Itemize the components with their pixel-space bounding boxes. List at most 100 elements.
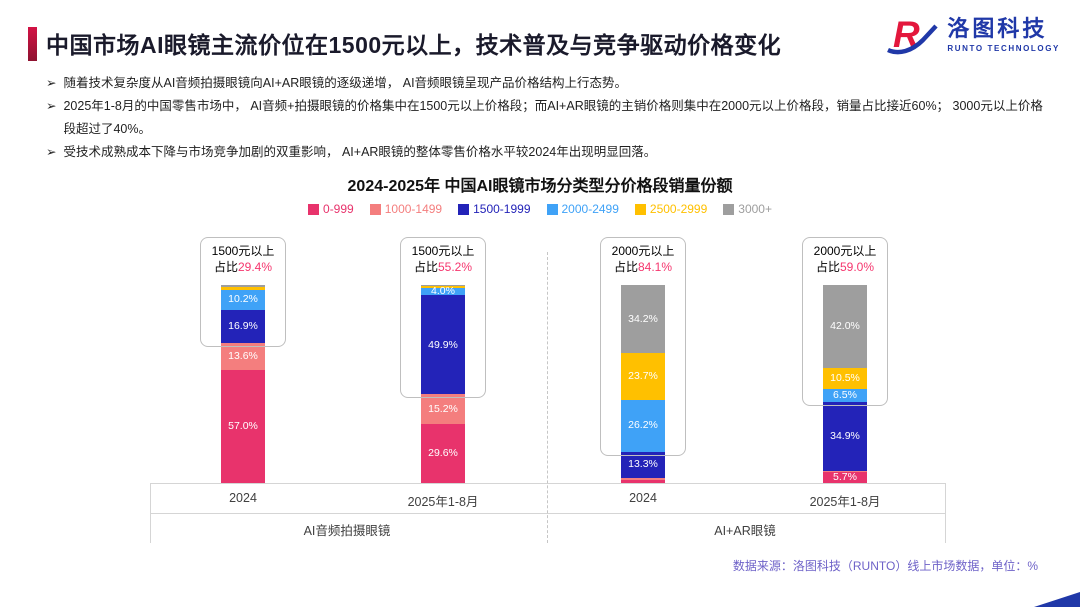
callout-range-label: 1500元以上	[411, 244, 475, 258]
legend-label: 1500-1999	[473, 202, 531, 216]
axis-tick-right	[945, 483, 946, 543]
callout-box: 2000元以上 占比59.0%	[802, 237, 888, 406]
bullet-arrow-icon: ➢	[46, 144, 57, 159]
segment-value-label: 57.0%	[228, 420, 258, 433]
callout-value: 55.2%	[437, 260, 473, 275]
bullet-text: 随着技术复杂度从AI音频拍摄眼镜向AI+AR眼镜的逐级递增， AI音频眼镜呈现产…	[63, 76, 628, 90]
bar-segment-0-999: 29.6%	[421, 424, 465, 483]
axis-tick-left	[150, 483, 151, 543]
chart-legend: 0-999 1000-1499 1500-1999 2000-2499 2500-299…	[0, 202, 1080, 216]
bar-segment-1000-1499: 13.6%	[221, 343, 265, 371]
callout-prefix: 占比	[613, 260, 638, 275]
segment-value-label: 13.6%	[228, 350, 258, 363]
bullet-arrow-icon: ➢	[46, 99, 57, 114]
legend-swatch	[369, 203, 381, 215]
legend-swatch	[458, 203, 470, 215]
legend-item: 2000-2499	[546, 202, 619, 216]
category-label: 2025年1-8月	[809, 495, 881, 509]
chart-plot: 10.2% 16.9% 13.6% 57.0% 1500元以上 占比29.4% 2024 4.…	[0, 230, 1080, 560]
group-label: AI+AR眼镜	[714, 524, 776, 538]
bar-segment-1000-1499: 15.2%	[421, 394, 465, 425]
segment-value-label: 23.7%	[628, 369, 658, 382]
stacked-bar-2025年1-8月: 42.0% 10.5% 6.5% 34.9% 5.7%	[823, 285, 867, 483]
bar-segment-2500-2999: 23.7%	[621, 352, 665, 400]
runto-logo: R 洛图科技 RUNTO TECHNOLOGY	[885, 14, 1060, 56]
callout-box: 1500元以上 占比29.4%	[200, 237, 286, 348]
data-source: 数据来源：洛图科技（RUNTO）线上市场数据，单位：%	[732, 559, 1038, 573]
bar-segment-1500-1999: 16.9%	[221, 309, 265, 344]
callout-range-label: 2000元以上	[611, 244, 675, 258]
logo-company-name: 洛图科技	[947, 16, 1048, 42]
bar-segment-1000-1499	[621, 477, 665, 480]
bullet-item: ➢ 2025年1-8月的中国零售市场中， AI音频+拍摄眼镜的价格集中在1500…	[46, 95, 1048, 140]
runto-logo-icon: R	[887, 14, 939, 55]
callout-value: 29.4%	[237, 260, 273, 275]
callout-range-label: 2000元以上	[813, 244, 877, 258]
stacked-bar-2025年1-8月: 4.0% 49.9% 15.2% 29.6%	[421, 285, 465, 483]
segment-value-label: 15.2%	[428, 403, 458, 416]
bar-segment-2000-2499: 26.2%	[621, 399, 665, 452]
bar-segment-0-999: 5.7%	[823, 471, 867, 484]
callout-share-label: 占比55.2%	[401, 259, 485, 275]
stacked-bar-2024: 10.2% 16.9% 13.6% 57.0%	[221, 285, 265, 483]
callout-box: 2000元以上 占比84.1%	[600, 237, 686, 456]
segment-value-label: 16.9%	[228, 320, 258, 333]
legend-label: 2500-2999	[649, 202, 708, 216]
bar-segment-1500-1999: 13.3%	[621, 451, 665, 478]
legend-swatch	[723, 203, 735, 215]
callout-prefix: 占比	[413, 260, 438, 275]
bar-segment-2000-2499: 6.5%	[823, 388, 867, 402]
bar-segment-2000-2499: 10.2%	[221, 289, 265, 310]
legend-item: 1500-1999	[458, 202, 531, 216]
legend-label: 1000-1499	[384, 202, 443, 216]
bullet-list: ➢ 随着技术复杂度从AI音频拍摄眼镜向AI+AR眼镜的逐级递增， AI音频眼镜呈…	[46, 72, 1048, 164]
segment-value-label: 13.3%	[628, 458, 658, 471]
legend-item: 0-999	[308, 202, 354, 216]
bar-segment-0-999: 57.0%	[221, 370, 265, 483]
segment-value-label: 49.9%	[428, 338, 458, 351]
legend-swatch	[546, 203, 558, 215]
callout-range-label: 1500元以上	[211, 244, 275, 258]
legend-item: 3000+	[723, 202, 772, 216]
bar-segment-1000-1499	[823, 470, 867, 472]
legend-swatch	[634, 203, 646, 215]
callout-prefix: 占比	[213, 260, 238, 275]
segment-value-label: 5.7%	[833, 471, 857, 484]
legend-label: 0-999	[323, 202, 354, 216]
legend-swatch	[308, 203, 320, 215]
legend-label: 3000+	[738, 202, 772, 216]
callout-prefix: 占比	[815, 260, 840, 275]
callout-share-label: 占比29.4%	[201, 259, 285, 275]
bullet-item: ➢ 受技术成熟成本下降与市场竞争加剧的双重影响， AI+AR眼镜的整体零售价格水…	[46, 141, 1048, 163]
legend-item: 1000-1499	[369, 202, 443, 216]
group-divider-line	[547, 252, 548, 543]
category-label: 2025年1-8月	[407, 495, 479, 509]
bar-segment-2500-2999	[221, 287, 265, 290]
chart-title: 2024-2025年 中国AI眼镜市场分类型分价格段销量份额	[347, 178, 733, 195]
bar-segment-2000-2499: 4.0%	[421, 286, 465, 296]
bar-segment-0-999	[621, 480, 665, 483]
callout-share-label: 占比59.0%	[803, 259, 887, 275]
stacked-bar-2024: 34.2% 23.7% 26.2% 13.3%	[621, 285, 665, 483]
legend-item: 2500-2999	[634, 202, 708, 216]
title-accent-bar	[28, 27, 37, 61]
category-label: 2024	[229, 491, 257, 505]
bar-segment-3000+: 34.2%	[621, 285, 665, 353]
segment-value-label: 10.5%	[830, 372, 860, 385]
bullet-text: 2025年1-8月的中国零售市场中， AI音频+拍摄眼镜的价格集中在1500元以…	[63, 99, 1043, 136]
group-label: AI音频拍摄眼镜	[303, 524, 391, 538]
bar-segment-2500-2999	[421, 285, 465, 288]
bar-segment-1500-1999: 34.9%	[823, 401, 867, 471]
logo-company-subtitle: RUNTO TECHNOLOGY	[947, 43, 1060, 53]
segment-value-label: 29.6%	[428, 447, 458, 460]
segment-value-label: 26.2%	[628, 419, 658, 432]
callout-value: 84.1%	[637, 260, 673, 275]
callout-share-label: 占比84.1%	[601, 259, 685, 275]
bar-segment-2500-2999: 10.5%	[823, 368, 867, 389]
bar-segment-3000+	[221, 285, 265, 288]
segment-value-label: 34.9%	[830, 430, 860, 443]
callout-box: 1500元以上 占比55.2%	[400, 237, 486, 399]
segment-value-label: 10.2%	[228, 293, 258, 306]
callout-value: 59.0%	[839, 260, 875, 275]
